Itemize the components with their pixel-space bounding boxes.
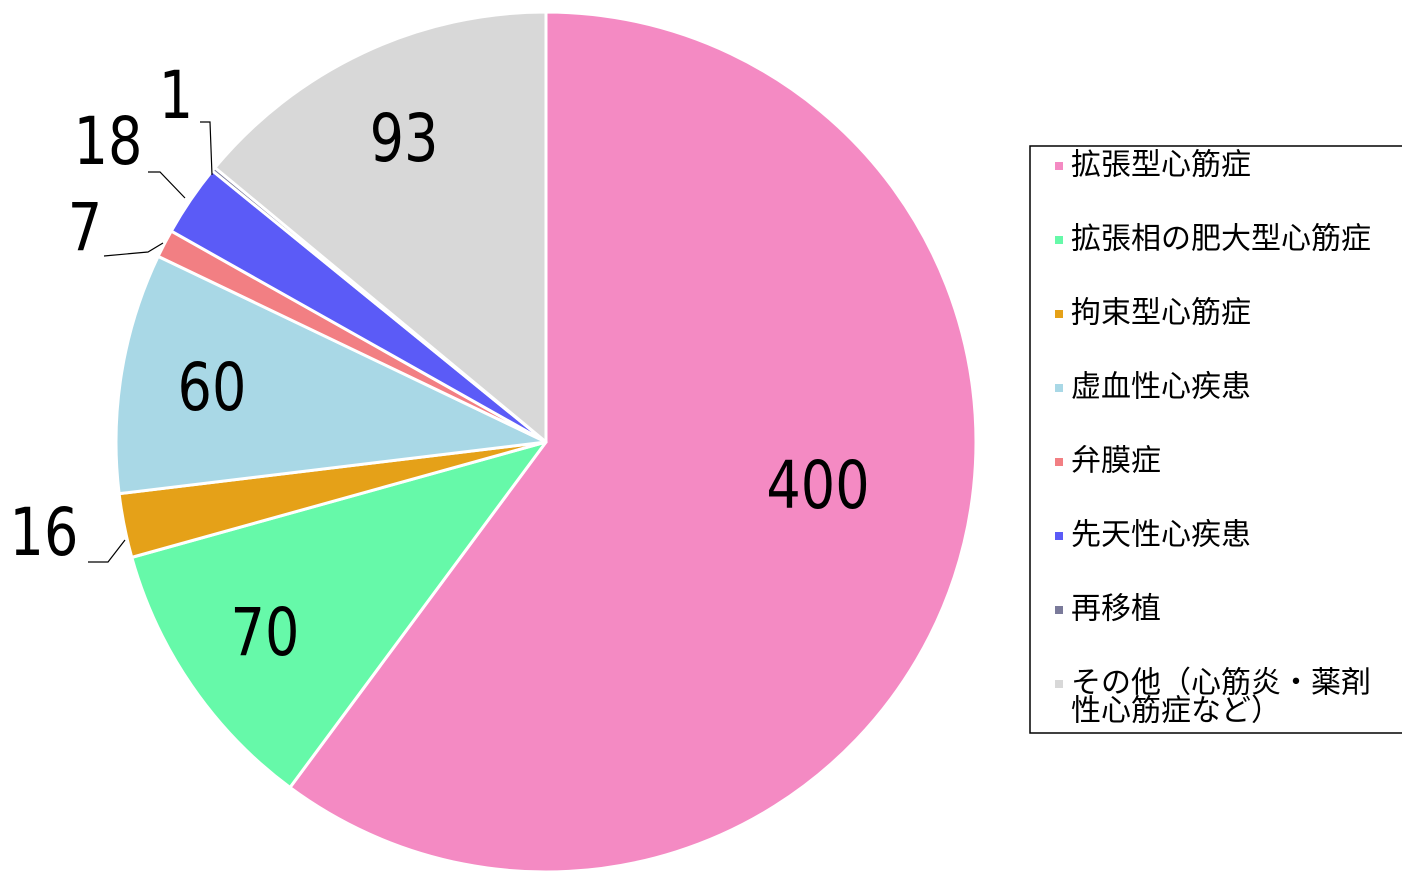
pie-slice-2 — [130, 440, 548, 789]
pie-slice-8 — [213, 10, 548, 444]
legend-swatch-1 — [1055, 162, 1063, 170]
data-label-2: 70 — [231, 595, 300, 672]
pie-slice-4 — [114, 254, 548, 496]
legend-box — [1029, 145, 1402, 734]
leader-line-7 — [200, 121, 213, 176]
data-label-5: 7 — [68, 190, 102, 267]
legend-label-6: 先天性心疾患 — [1071, 518, 1251, 553]
data-label-1: 400 — [766, 448, 869, 525]
legend-swatch-2 — [1055, 236, 1063, 244]
data-label-7: 1 — [159, 58, 193, 135]
data-labels: 400 70 16 60 7 181 93 — [10, 58, 870, 672]
legend-label-1: 拡張型心筋症 — [1071, 148, 1251, 183]
legend-label-4: 虚血性心疾患 — [1071, 370, 1251, 405]
legend-swatch-6 — [1055, 532, 1063, 540]
legend-label-5: 弁膜症 — [1071, 444, 1161, 479]
data-label-3: 16 — [10, 495, 79, 572]
legend: 拡張型心筋症拡張相の肥大型心筋症拘束型心筋症虚血性心疾患弁膜症先天性心疾患再移植… — [1029, 145, 1402, 734]
legend-swatch-7 — [1055, 606, 1063, 614]
legend-swatch-5 — [1055, 458, 1063, 466]
legend-label-3: 拘束型心筋症 — [1071, 296, 1251, 331]
legend-swatch-3 — [1055, 310, 1063, 318]
leader-lines — [88, 121, 213, 563]
legend-swatch-4 — [1055, 384, 1063, 392]
legend-label-7: 再移植 — [1071, 592, 1161, 627]
data-label-8: 93 — [370, 101, 439, 178]
legend-label-2: 拡張相の肥大型心筋症 — [1071, 222, 1371, 257]
leader-line-3 — [88, 539, 126, 563]
legend-swatch-8 — [1055, 680, 1063, 688]
data-label-4: 60 — [178, 350, 247, 427]
legend-label-8-line-2: 性心筋症など） — [1071, 694, 1281, 729]
legend-label-8-line-1: その他（心筋炎・薬剤 — [1071, 666, 1371, 701]
leader-line-5 — [103, 242, 164, 257]
leader-line-6 — [148, 171, 186, 199]
data-label-6: 18 — [74, 104, 143, 181]
pie-slice-1 — [288, 10, 978, 873]
pie-slices — [114, 10, 978, 873]
